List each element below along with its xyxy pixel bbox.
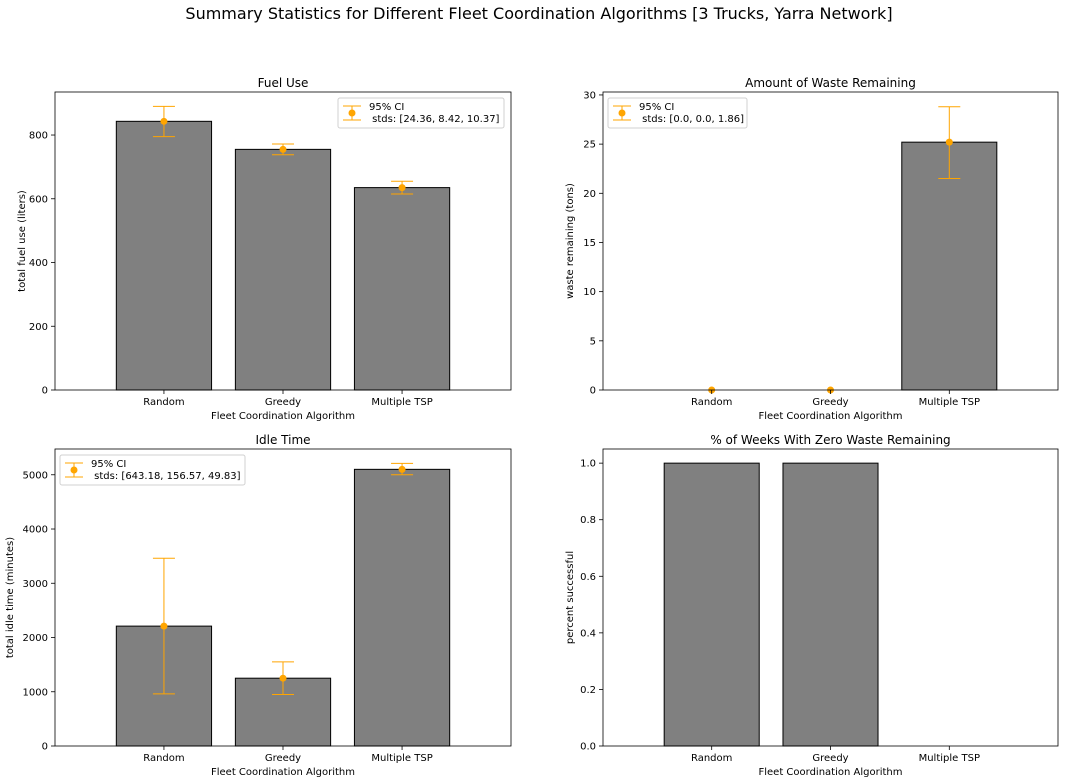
errorbar-greedy [272, 661, 294, 695]
mean-marker [945, 138, 953, 146]
x-axis-label: Fleet Coordination Algorithm [211, 411, 355, 422]
bar-greedy [782, 462, 879, 747]
y-tick-label: 5 [590, 336, 596, 347]
y-tick-label: 0.6 [580, 572, 596, 583]
subplot-title: Fuel Use [258, 76, 309, 90]
subplot-1: 0 200 400 600 800 Random Greedy Multiple TSP Fue… [17, 76, 512, 422]
y-tick-label: 0.2 [580, 685, 596, 696]
bar-greedy [234, 148, 332, 391]
x-tick-label: Random [691, 397, 732, 408]
y-tick-label: 800 [29, 131, 48, 142]
y-tick-label: 30 [583, 90, 596, 101]
subplot-2: 0 5 10 15 20 25 30 Random Greedy Multiple TSP Amou… [565, 76, 1059, 422]
legend-box [607, 97, 748, 129]
y-tick-label: 4000 [23, 525, 48, 536]
errorbar-greedy [272, 143, 294, 156]
figure-title: Summary Statistics for Different Fleet C… [185, 4, 892, 23]
y-tick-label: 2000 [23, 633, 48, 644]
y-tick-label: 0.8 [580, 515, 596, 526]
y-tick-label: 200 [29, 322, 48, 333]
x-tick-label: Greedy [265, 753, 301, 764]
x-tick-label: Random [143, 397, 184, 408]
mean-marker [160, 622, 168, 630]
legend-stds: stds: [24.36, 8.42, 10.37] [369, 114, 500, 125]
x-tick-label: Multiple TSP [919, 397, 980, 408]
y-tick-label: 0 [42, 742, 48, 753]
y-axis-label: percent successful [565, 551, 576, 644]
legend: 95% CI stds: [0.0, 0.0, 1.86] [607, 97, 748, 129]
legend-box [337, 97, 505, 129]
legend-stds: stds: [0.0, 0.0, 1.86] [639, 114, 744, 125]
bar-multiple-tsp [901, 141, 998, 391]
errorbar-multiple-tsp [391, 462, 414, 476]
legend: 95% CI stds: [24.36, 8.42, 10.37] [337, 97, 505, 129]
x-tick-label: Greedy [812, 397, 848, 408]
bar-random [663, 462, 760, 747]
y-tick-label: 0.0 [580, 742, 596, 753]
y-tick-label: 3000 [23, 579, 48, 590]
y-tick-label: 20 [583, 189, 596, 200]
y-tick-label: 10 [583, 287, 596, 298]
x-tick-label: Greedy [265, 397, 301, 408]
x-axis-label: Fleet Coordination Algorithm [211, 767, 355, 778]
y-axis-label: total idle time (minutes) [5, 537, 16, 658]
y-axis-label: total fuel use (liters) [17, 190, 28, 292]
x-tick-label: Multiple TSP [371, 397, 432, 408]
x-tick-label: Random [691, 753, 732, 764]
y-tick-label: 15 [583, 238, 596, 249]
legend: 95% CI stds: [643.18, 156.57, 49.83] [59, 454, 246, 486]
subplot-4: 0.0 0.2 0.4 0.6 0.8 1.0 Random Greedy Multiple T… [565, 433, 1059, 778]
subplot-title: % of Weeks With Zero Waste Remaining [710, 433, 950, 447]
y-tick-label: 5000 [23, 470, 48, 481]
mean-marker [160, 117, 168, 125]
subplot-3: 0 1000 2000 3000 4000 5000 Random Greedy Multipl… [5, 433, 512, 778]
x-axis-label: Fleet Coordination Algorithm [759, 767, 903, 778]
y-tick-label: 0 [590, 386, 596, 397]
y-tick-label: 1.0 [580, 459, 596, 470]
x-tick-label: Random [143, 753, 184, 764]
legend-stds: stds: [643.18, 156.57, 49.83] [91, 471, 241, 482]
x-axis-label: Fleet Coordination Algorithm [759, 411, 903, 422]
mean-marker [398, 184, 406, 192]
mean-marker [398, 465, 406, 473]
y-tick-label: 1000 [23, 687, 48, 698]
errorbar-multiple-tsp [391, 180, 414, 195]
legend-label: 95% CI [639, 102, 674, 113]
bar-multiple-tsp [353, 187, 451, 391]
legend-label: 95% CI [369, 102, 404, 113]
y-axis-label: waste remaining (tons) [565, 183, 576, 299]
y-tick-label: 25 [583, 140, 596, 151]
legend-box [59, 454, 246, 486]
errorbar-random [152, 105, 175, 138]
errorbar-multiple-tsp [938, 106, 961, 180]
y-tick-label: 400 [29, 258, 48, 269]
x-tick-label: Multiple TSP [919, 753, 980, 764]
subplot-title: Amount of Waste Remaining [745, 76, 916, 90]
y-tick-label: 0.4 [580, 628, 596, 639]
y-tick-label: 600 [29, 194, 48, 205]
bar-random [115, 120, 213, 391]
x-tick-label: Greedy [812, 753, 848, 764]
subplot-title: Idle Time [255, 433, 310, 447]
legend-marker [618, 109, 626, 117]
mean-marker [279, 674, 287, 682]
legend-label: 95% CI [91, 459, 126, 470]
x-tick-label: Multiple TSP [371, 753, 432, 764]
legend-marker [70, 466, 78, 474]
y-tick-label: 0 [42, 386, 48, 397]
legend-marker [348, 109, 356, 117]
bar-multiple-tsp [353, 468, 451, 747]
errorbar-random [152, 557, 175, 695]
mean-marker [279, 145, 287, 153]
